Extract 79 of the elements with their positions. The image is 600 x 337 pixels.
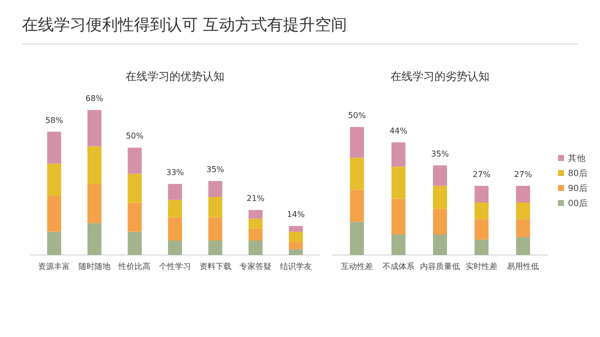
bar	[288, 232, 303, 242]
x-tick-label: 资料下载	[199, 262, 232, 271]
bar	[208, 240, 222, 255]
annotation: 35%	[206, 165, 225, 174]
annotation: 21%	[246, 194, 265, 204]
bar	[128, 148, 142, 174]
bar	[516, 202, 530, 220]
bar	[516, 186, 530, 203]
bar	[350, 190, 364, 222]
x-tick-label: 专家答疑	[240, 262, 272, 271]
bar	[248, 210, 263, 219]
x-tick-label: 实时性差	[466, 262, 498, 271]
legend-label: 80后	[568, 168, 588, 179]
bar	[433, 165, 447, 186]
bar	[391, 142, 406, 167]
bar	[208, 181, 222, 197]
bar	[350, 127, 364, 158]
chart-title: 在线学习的劣势认知	[390, 70, 490, 83]
x-tick-label: 互动性差	[340, 262, 373, 271]
bar	[474, 186, 489, 203]
bar	[128, 174, 142, 203]
bar	[350, 158, 364, 190]
bar	[474, 202, 489, 220]
bar	[288, 226, 303, 232]
bar	[433, 208, 447, 235]
bar	[391, 234, 406, 255]
annotation: 58%	[45, 116, 64, 125]
bar	[47, 196, 62, 232]
bar	[168, 217, 182, 240]
bar	[516, 219, 530, 238]
bar	[87, 110, 102, 146]
bar	[168, 200, 182, 218]
legend-label: 其他	[568, 153, 586, 164]
bar	[288, 242, 303, 250]
legend-label: 00后	[568, 198, 588, 209]
annotation: 27%	[472, 170, 491, 179]
bar	[474, 240, 489, 255]
bar	[87, 223, 102, 255]
bar	[433, 234, 447, 255]
bar	[516, 237, 530, 255]
annotation: 27%	[514, 170, 532, 179]
x-tick-label: 不成体系	[382, 262, 414, 271]
bar	[433, 186, 447, 209]
annotation: 50%	[126, 132, 144, 141]
bar	[87, 184, 102, 224]
x-tick-label: 性价比高	[118, 262, 151, 271]
bar	[47, 164, 62, 196]
x-tick-label: 内容质量低	[420, 262, 460, 271]
bar	[47, 232, 62, 255]
bar	[391, 198, 406, 235]
x-tick-label: 个性学习	[159, 262, 191, 271]
legend-label: 90后	[568, 183, 588, 194]
bar	[391, 166, 406, 199]
bar	[128, 202, 142, 232]
x-tick-label: 随时随地	[78, 262, 110, 271]
bar	[248, 240, 263, 255]
bar	[208, 197, 222, 218]
annotation: 14%	[286, 210, 306, 219]
annotation: 35%	[431, 149, 450, 158]
x-tick-label: 资源丰富	[38, 262, 70, 271]
bar	[47, 132, 62, 164]
chart-title: 在线学习的优势认知	[126, 70, 224, 83]
annotation: 68%	[86, 94, 104, 103]
bar	[208, 217, 222, 240]
text: 在线学习便利性得到认可 互动方式有提升空间	[22, 15, 348, 34]
bar	[248, 218, 263, 229]
bar	[474, 219, 489, 240]
bar	[128, 232, 142, 255]
bar	[288, 249, 303, 255]
bar	[168, 240, 182, 255]
bar	[87, 146, 102, 184]
bar	[168, 184, 182, 200]
annotation: 44%	[390, 126, 408, 136]
annotation: 33%	[166, 168, 184, 177]
x-tick-label: 易用性低	[507, 262, 540, 271]
annotation: 50%	[348, 111, 366, 120]
bar	[248, 228, 263, 240]
bar	[350, 222, 364, 255]
x-tick-label: 结识学友	[280, 262, 312, 271]
